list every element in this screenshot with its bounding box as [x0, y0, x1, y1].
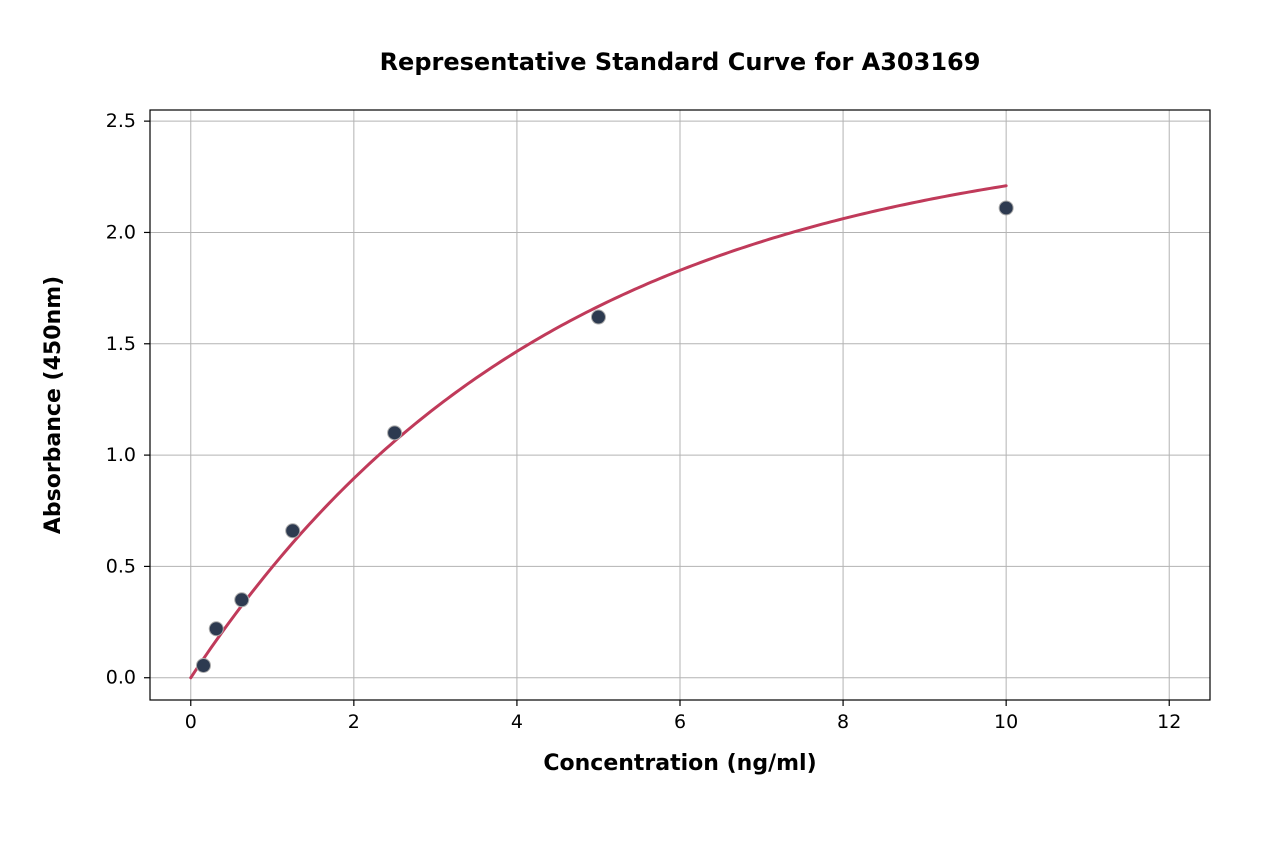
x-tick-label: 12	[1157, 711, 1181, 733]
x-tick-label: 6	[674, 711, 686, 733]
x-tick-label: 0	[185, 711, 197, 733]
data-point	[388, 426, 402, 440]
y-tick-label: 0.5	[106, 555, 136, 577]
y-axis-label: Absorbance (450nm)	[41, 276, 66, 534]
chart-container: 0 2 4 6 8 10 12 0.0 0.5 1.0 1.5 2.0 2.5 Concentration…	[0, 0, 1280, 845]
y-tick-label: 2.5	[106, 110, 136, 132]
x-tick-label: 10	[994, 711, 1018, 733]
y-tick-label: 2.0	[106, 221, 136, 243]
data-point	[999, 201, 1013, 215]
data-point	[196, 658, 210, 672]
x-tick-label: 8	[837, 711, 849, 733]
data-point	[235, 593, 249, 607]
y-tick-label: 0.0	[106, 667, 136, 689]
x-tick-label: 4	[511, 711, 523, 733]
data-point	[286, 524, 300, 538]
data-point	[591, 310, 605, 324]
x-tick-label: 2	[348, 711, 360, 733]
x-axis-label: Concentration (ng/ml)	[543, 751, 816, 776]
data-point	[209, 622, 223, 636]
standard-curve-chart: 0 2 4 6 8 10 12 0.0 0.5 1.0 1.5 2.0 2.5 Concentration…	[0, 0, 1280, 845]
y-tick-label: 1.5	[106, 333, 136, 355]
chart-title: Representative Standard Curve for A30316…	[380, 48, 981, 76]
y-tick-label: 1.0	[106, 444, 136, 466]
